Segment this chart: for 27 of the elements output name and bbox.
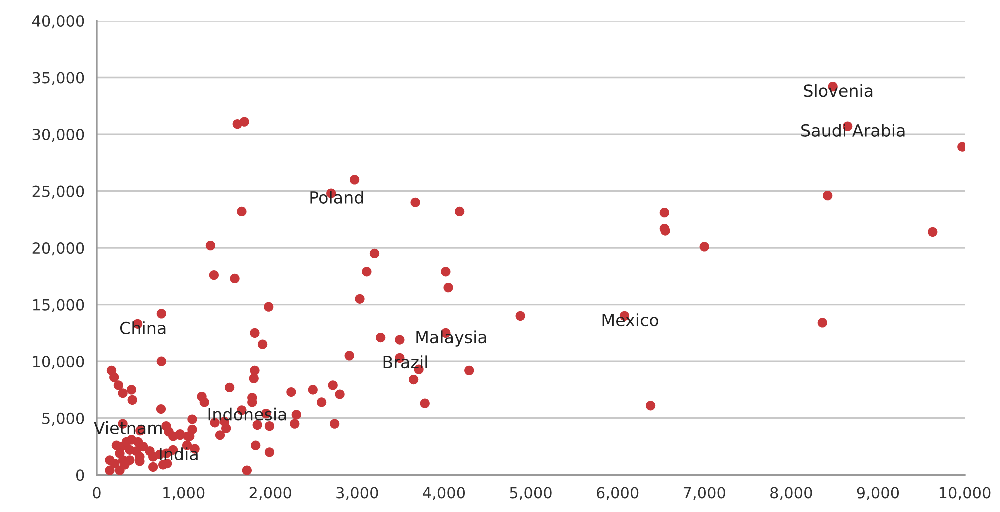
x-tick-label: 9,000 — [857, 487, 900, 500]
annotation: Poland — [310, 191, 364, 204]
y-tick-label: 35,000 — [32, 72, 84, 86]
x-tick-label: 7,000 — [684, 487, 726, 500]
annotation: Slovenia — [804, 84, 873, 98]
y-tick-label: 20,000 — [32, 242, 84, 256]
x-tick-label: 0 — [93, 487, 101, 499]
y-tick-label: 10,000 — [33, 356, 84, 370]
y-tick-label: 40,000 — [32, 15, 84, 29]
x-tick-label: 2,000 — [250, 487, 292, 500]
x-tick-label: 10,000 — [940, 487, 991, 500]
y-tick-label: 30,000 — [32, 128, 84, 142]
annotation: China — [120, 322, 166, 335]
annotation: Mexico — [602, 314, 658, 327]
x-tick-label: 3,000 — [336, 487, 378, 500]
y-tick-label: 5,000 — [42, 412, 84, 426]
annotation: Brazil — [384, 356, 428, 369]
x-tick-label: 1,000 — [164, 487, 205, 500]
x-tick-label: 8,000 — [770, 487, 812, 500]
y-tick-label: 25,000 — [32, 186, 84, 199]
x-tick-label: 4,000 — [423, 487, 466, 500]
x-tick-label: 5,000 — [510, 487, 552, 500]
x-tick-label: 6,000 — [597, 487, 639, 500]
y-tick-label: 15,000 — [33, 299, 84, 312]
annotation: Saudi Arabia — [802, 124, 905, 137]
annotation: Malaysia — [416, 330, 486, 347]
y-tick-label: 0 — [76, 470, 84, 482]
